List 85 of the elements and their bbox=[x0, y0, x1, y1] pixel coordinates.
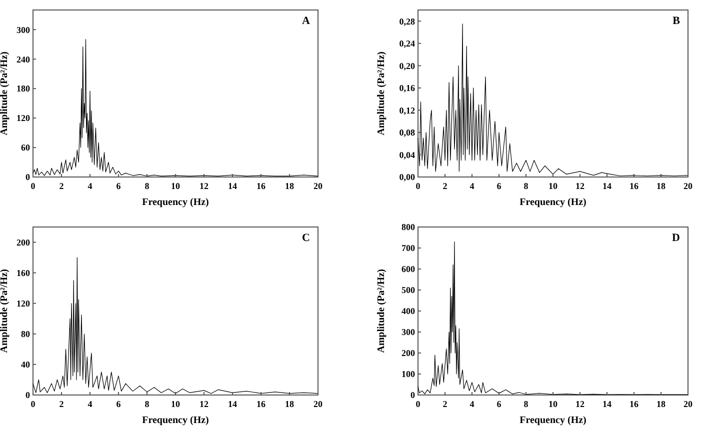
y-tick-label: 160 bbox=[16, 268, 30, 278]
x-tick-label: 18 bbox=[285, 181, 294, 191]
y-tick-label: 500 bbox=[402, 285, 416, 296]
y-tick-label: 60 bbox=[21, 142, 30, 153]
x-tick-label: 8 bbox=[144, 181, 150, 191]
x-tick-label: 14 bbox=[602, 399, 612, 409]
x-tick-label: 6 bbox=[496, 399, 502, 409]
y-tick-label: 400 bbox=[402, 306, 416, 316]
y-tick-label: 80 bbox=[21, 329, 30, 340]
y-tick-label: 0,08 bbox=[399, 128, 416, 138]
x-tick-label: 2 bbox=[442, 399, 448, 409]
y-axis-title: Amplitude (Pa²/Hz) bbox=[0, 52, 10, 136]
y-tick-label: 0,28 bbox=[399, 16, 416, 26]
x-tick-label: 16 bbox=[630, 399, 639, 409]
x-tick-label: 14 bbox=[228, 181, 238, 191]
y-tick-label: 200 bbox=[16, 237, 30, 248]
x-tick-label: 2 bbox=[442, 181, 448, 191]
y-tick-label: 100 bbox=[402, 369, 416, 380]
y-tick-label: 600 bbox=[402, 264, 416, 274]
y-tick-label: 240 bbox=[16, 54, 30, 64]
x-tick-label: 12 bbox=[576, 399, 585, 409]
y-tick-label: 120 bbox=[16, 113, 30, 124]
y-tick-label: 700 bbox=[402, 243, 416, 254]
x-tick-label: 8 bbox=[524, 181, 529, 191]
y-tick-label: 800 bbox=[402, 222, 416, 232]
x-tick-label: 2 bbox=[59, 399, 64, 409]
x-tick-label: 18 bbox=[656, 181, 666, 191]
y-tick-label: 300 bbox=[402, 327, 416, 338]
y-tick-label: 0,04 bbox=[399, 150, 416, 160]
x-tick-label: 4 bbox=[470, 399, 475, 409]
x-tick-label: 10 bbox=[171, 399, 180, 409]
y-tick-label: 120 bbox=[16, 298, 30, 309]
x-tick-label: 12 bbox=[200, 399, 209, 409]
x-tick-label: 10 bbox=[548, 399, 558, 409]
line-series bbox=[32, 39, 318, 176]
y-tick-label: 0 bbox=[26, 390, 30, 400]
x-tick-label: 18 bbox=[285, 399, 294, 409]
x-tick-label: 14 bbox=[602, 181, 612, 191]
x-axis-title: Frequency (Hz) bbox=[520, 197, 586, 208]
x-tick-label: 16 bbox=[630, 181, 639, 191]
y-tick-label: 0 bbox=[26, 172, 30, 182]
x-tick-label: 20 bbox=[684, 399, 693, 409]
x-tick-label: 20 bbox=[314, 181, 323, 191]
x-tick-label: 6 bbox=[116, 181, 122, 191]
x-tick-label: 4 bbox=[88, 399, 93, 409]
y-tick-label: 0,00 bbox=[399, 172, 416, 182]
y-tick-label: 0,24 bbox=[399, 38, 416, 49]
line-series bbox=[418, 24, 688, 176]
x-tick-label: 12 bbox=[576, 181, 585, 191]
x-tick-label: 18 bbox=[656, 399, 666, 409]
x-tick-label: 20 bbox=[314, 399, 323, 409]
x-tick-label: 16 bbox=[256, 399, 266, 409]
y-axis-title: Amplitude (Pa²/Hz) bbox=[376, 52, 387, 136]
line-series bbox=[32, 257, 318, 394]
y-tick-label: 180 bbox=[16, 84, 30, 94]
y-axis-title: Amplitude (Pa²/Hz) bbox=[376, 269, 387, 353]
x-tick-label: 10 bbox=[548, 181, 558, 191]
x-tick-label: 2 bbox=[59, 181, 64, 191]
x-tick-label: 10 bbox=[171, 181, 180, 191]
x-axis-title: Frequency (Hz) bbox=[142, 415, 209, 426]
y-tick-label: 200 bbox=[402, 348, 416, 358]
x-tick-label: 20 bbox=[684, 181, 693, 191]
x-tick-label: 16 bbox=[256, 181, 266, 191]
x-tick-label: 4 bbox=[470, 181, 475, 191]
y-tick-label: 40 bbox=[21, 360, 30, 370]
x-tick-label: 14 bbox=[228, 399, 238, 409]
x-tick-label: 12 bbox=[200, 181, 209, 191]
chart-title: B bbox=[672, 15, 681, 27]
y-tick-label: 0 bbox=[410, 390, 416, 400]
y-axis-title: Amplitude (Pa²/Hz) bbox=[0, 269, 10, 353]
chart-title: A bbox=[302, 15, 310, 27]
x-axis-title: Frequency (Hz) bbox=[520, 415, 586, 426]
x-tick-label: 6 bbox=[116, 399, 122, 409]
x-axis-title: Frequency (Hz) bbox=[142, 197, 209, 208]
chart-title: D bbox=[672, 232, 680, 244]
y-tick-label: 0,16 bbox=[399, 83, 416, 94]
x-tick-label: 6 bbox=[496, 181, 502, 191]
x-tick-label: 8 bbox=[524, 399, 529, 409]
y-tick-label: 0,20 bbox=[399, 60, 416, 71]
x-tick-label: 4 bbox=[88, 181, 93, 191]
y-tick-label: 0,12 bbox=[399, 105, 416, 116]
y-tick-label: 300 bbox=[16, 24, 30, 35]
chart-title: C bbox=[302, 232, 310, 244]
line-series bbox=[418, 241, 688, 395]
x-tick-label: 8 bbox=[144, 399, 150, 409]
